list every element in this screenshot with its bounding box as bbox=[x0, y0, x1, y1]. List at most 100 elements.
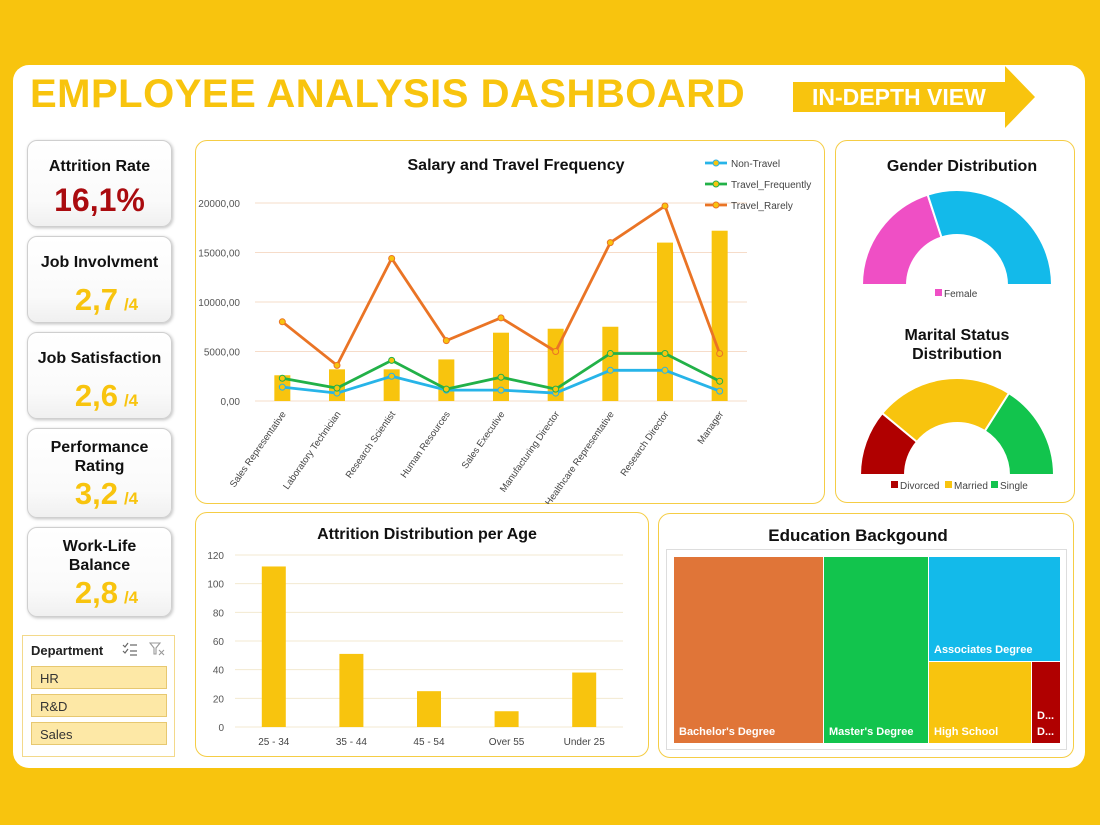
series-point bbox=[278, 383, 286, 391]
series-point bbox=[497, 314, 505, 322]
legend-label: Female bbox=[944, 289, 978, 300]
series-point bbox=[333, 384, 341, 392]
series-point bbox=[388, 254, 396, 262]
x-tick-label: 45 - 54 bbox=[413, 737, 445, 748]
salary-travel-chart: Salary and Travel Frequency 0,00 5000,00 10… bbox=[198, 157, 811, 504]
legend-marker bbox=[712, 180, 720, 188]
treemap-frame bbox=[666, 549, 1067, 750]
salary-bar bbox=[547, 328, 564, 401]
legend-label: Divorced bbox=[900, 481, 939, 492]
treemap-label: High School bbox=[934, 726, 999, 738]
legend-label: Travel_Rarely bbox=[731, 201, 793, 212]
kpi-label: Job Involvment bbox=[40, 254, 159, 271]
kpi-job-involvement: Job Involvment 2,7/4 bbox=[27, 236, 172, 323]
pie-slice bbox=[983, 391, 1056, 476]
y-tick-label: 20 bbox=[213, 694, 225, 705]
in-depth-view-label[interactable]: IN-DEPTH VIEW bbox=[812, 84, 986, 110]
clear-filter-icon[interactable] bbox=[149, 642, 165, 656]
series-point bbox=[278, 374, 286, 382]
y-tick-label: 80 bbox=[213, 608, 225, 619]
salary-bar bbox=[657, 242, 673, 401]
department-slicer: Department HR R&D Sales bbox=[22, 635, 175, 757]
multi-select-icon[interactable] bbox=[122, 642, 138, 656]
series-point bbox=[716, 387, 724, 395]
chart-title: Gender Distribution bbox=[887, 158, 1037, 175]
chart-title-line2: Distribution bbox=[912, 346, 1002, 363]
slicer-title: Department bbox=[31, 643, 104, 658]
y-tick-label: 40 bbox=[213, 666, 225, 677]
legend-label: Single bbox=[1000, 481, 1028, 492]
age-bar bbox=[572, 672, 597, 727]
salary-bar bbox=[602, 326, 619, 401]
series-point bbox=[661, 202, 669, 210]
kpi-denominator: /4 bbox=[123, 391, 139, 410]
pie-slice bbox=[926, 189, 1054, 286]
series-point bbox=[552, 348, 560, 355]
series-point bbox=[388, 356, 396, 364]
in-depth-view-arrow-button[interactable] bbox=[793, 66, 1035, 128]
pie-slice bbox=[860, 193, 943, 286]
legend-label: Married bbox=[954, 481, 988, 492]
education-chart-title: Education Backgound bbox=[768, 526, 948, 545]
age-bar bbox=[261, 566, 286, 727]
series-point bbox=[716, 377, 724, 385]
y-tick-label: 100 bbox=[207, 580, 224, 591]
y-tick-label: 15000,00 bbox=[198, 249, 240, 260]
x-tick-label: Human Resources bbox=[399, 409, 453, 480]
kpi-label: Attrition Rate bbox=[48, 158, 151, 175]
kpi-label-line2: Rating bbox=[74, 458, 125, 475]
chart-title: Attrition Distribution per Age bbox=[317, 526, 537, 543]
kpi-label: Job Satisfaction bbox=[37, 350, 162, 367]
series-point bbox=[442, 337, 450, 345]
x-tick-label: Research Scientist bbox=[344, 409, 399, 480]
kpi-attrition-rate: Attrition Rate 16,1% bbox=[27, 140, 172, 227]
x-tick-label: Sales Executive bbox=[460, 409, 508, 471]
series-point bbox=[442, 385, 450, 393]
salary-bar bbox=[711, 230, 728, 401]
legend-swatch bbox=[891, 481, 898, 488]
kpi-label-line2: Balance bbox=[68, 557, 131, 574]
slicer-item-hr[interactable]: HR bbox=[31, 666, 167, 689]
slicer-item-sales[interactable]: Sales bbox=[31, 722, 167, 745]
series-point bbox=[552, 385, 560, 393]
kpi-denominator: /4 bbox=[123, 489, 139, 508]
slicer-item-rd[interactable]: R&D bbox=[31, 694, 167, 717]
treemap-doctorate: D... D... bbox=[1032, 662, 1060, 743]
kpi-job-satisfaction: Job Satisfaction 2,6/4 bbox=[27, 332, 172, 419]
y-tick-label: 5000,00 bbox=[204, 348, 241, 359]
treemap-label: D... bbox=[1037, 710, 1055, 722]
x-tick-label: Sales Representative bbox=[228, 409, 289, 489]
y-tick-label: 0 bbox=[218, 723, 224, 734]
y-tick-label: 20000,00 bbox=[198, 199, 240, 210]
series-point bbox=[333, 361, 341, 369]
x-tick-label: Laboratory Technician bbox=[281, 409, 343, 491]
treemap-associates: Associates Degree bbox=[929, 557, 1060, 661]
series-point bbox=[606, 239, 614, 247]
y-tick-label: 120 bbox=[207, 551, 224, 562]
treemap-label: D... bbox=[1037, 726, 1055, 738]
kpi-label-line1: Performance bbox=[50, 439, 149, 456]
treemap-high-school: High School bbox=[929, 662, 1031, 743]
treemap-bachelors: Bachelor's Degree bbox=[674, 557, 823, 743]
legend-label: Non-Travel bbox=[731, 159, 780, 170]
series-point bbox=[497, 373, 505, 381]
kpi-value: 16,1% bbox=[54, 182, 145, 218]
age-bar bbox=[417, 691, 441, 727]
chart-title-line1: Marital Status bbox=[905, 327, 1010, 344]
kpi-value: 2,8 bbox=[74, 575, 118, 610]
treemap-label: Associates Degree bbox=[934, 644, 1033, 656]
kpi-denominator: /4 bbox=[123, 588, 139, 607]
series-point bbox=[278, 318, 286, 326]
legend-swatch bbox=[935, 289, 942, 296]
x-tick-label: Under 25 bbox=[564, 737, 606, 748]
age-bar bbox=[339, 653, 364, 727]
series-point bbox=[606, 349, 614, 357]
kpi-value: 2,6 bbox=[74, 378, 118, 413]
kpi-denominator: /4 bbox=[123, 295, 139, 314]
x-tick-label: 25 - 34 bbox=[258, 737, 290, 748]
y-tick-label: 60 bbox=[213, 637, 225, 648]
legend-marker bbox=[712, 201, 720, 209]
series-point bbox=[661, 366, 669, 374]
legend-swatch bbox=[991, 481, 998, 488]
treemap-label: Master's Degree bbox=[829, 726, 914, 738]
